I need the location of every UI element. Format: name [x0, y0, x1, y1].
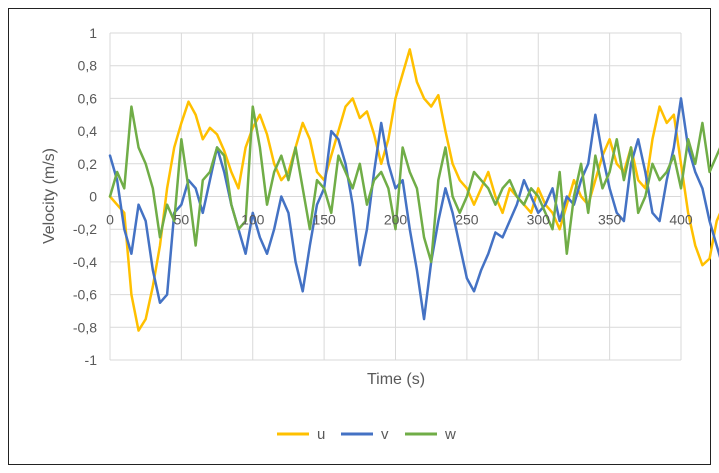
y-tick-label: -0,4 [73, 254, 97, 270]
y-tick-label: 0,2 [78, 156, 98, 172]
legend-label-w: w [444, 426, 456, 443]
x-tick-labels: 0 50 100 150 200 250 300 350 400 [106, 212, 693, 228]
y-tick-label: 1 [89, 25, 97, 41]
y-tick-labels: -1 -0,8 -0,6 -0,4 -0,2 0 0,2 0,4 0,6 0,8 1 [73, 25, 97, 368]
x-tick-label: 200 [384, 212, 408, 228]
y-tick-label: 0 [89, 189, 97, 205]
series-lines [108, 48, 719, 332]
x-tick-label: 150 [312, 212, 336, 228]
series-line-v [108, 97, 719, 321]
legend: u v w [277, 426, 456, 443]
series-line-w [108, 105, 719, 264]
y-tick-label: -0,2 [73, 221, 97, 237]
x-tick-label: 300 [527, 212, 551, 228]
legend-label-u: u [317, 426, 325, 443]
x-axis-title: Time (s) [367, 371, 425, 388]
y-tick-label: 0,8 [78, 58, 98, 74]
x-tick-label: 250 [455, 212, 479, 228]
y-tick-label: -1 [85, 352, 98, 368]
legend-label-v: v [381, 426, 389, 443]
x-tick-label: 0 [106, 212, 114, 228]
gridlines [109, 32, 682, 361]
series-line-u [108, 48, 719, 332]
y-axis-title: Velocity (m/s) [41, 148, 58, 244]
x-tick-label: 50 [174, 212, 190, 228]
y-tick-label: 0,6 [78, 90, 98, 106]
y-tick-label: -0,6 [73, 287, 97, 303]
x-tick-label: 350 [598, 212, 622, 228]
y-tick-label: -0,8 [73, 319, 97, 335]
x-tick-label: 400 [669, 212, 693, 228]
y-tick-label: 0,4 [78, 123, 98, 139]
x-tick-label: 100 [241, 212, 265, 228]
